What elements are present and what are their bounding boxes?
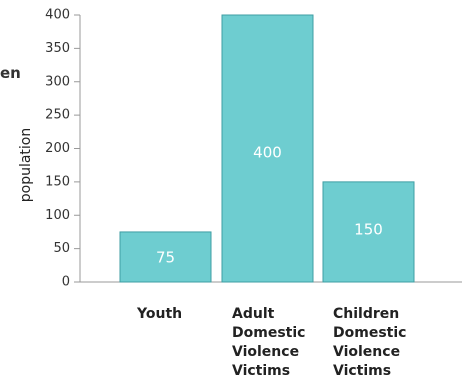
x-category-label: Youth <box>136 306 182 322</box>
bar-value-label: 75 <box>156 249 175 267</box>
bar <box>119 231 212 283</box>
y-tick-label: 200 <box>45 141 70 156</box>
bar-series: 75 400 150 <box>119 14 415 283</box>
y-tick-label: 100 <box>45 208 70 223</box>
bar <box>221 14 314 283</box>
x-category-label: Adult Domestic Violence Victims <box>232 306 305 379</box>
y-tick-label: 50 <box>53 241 70 256</box>
bar-value-label: 150 <box>354 221 383 239</box>
y-tick-label: 350 <box>45 41 70 56</box>
bar-value-label: 400 <box>253 144 282 162</box>
y-tick-label: 400 <box>45 8 70 23</box>
bar <box>322 181 415 283</box>
clipped-title-fragment: en <box>0 64 21 82</box>
y-tick-label: 0 <box>62 275 70 290</box>
x-category-label: Children Domestic Violence Victims <box>333 306 406 379</box>
y-tick-label: 150 <box>45 174 70 189</box>
y-tick-label: 300 <box>45 74 70 89</box>
y-tick-label: 250 <box>45 108 70 123</box>
y-axis: 0 50 100 150 200 250 300 350 400 <box>45 8 462 290</box>
y-axis-title: population <box>18 128 34 203</box>
x-axis-categories: Youth Adult Domestic Violence Victims Childre… <box>136 306 406 379</box>
